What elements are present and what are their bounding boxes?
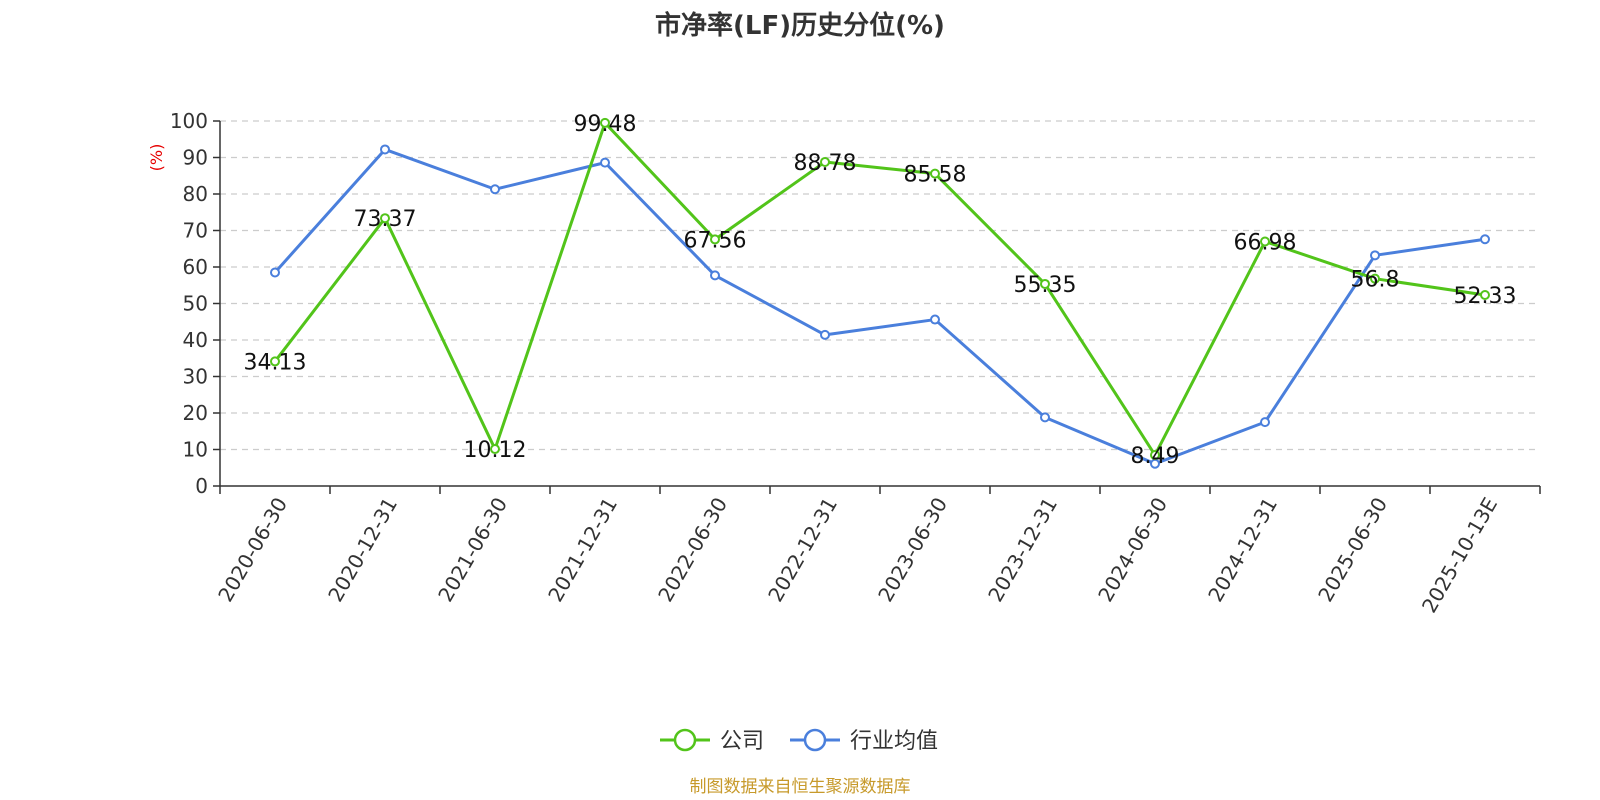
legend-label: 公司 [720,729,764,754]
axes [213,120,1541,494]
data-label: 85.58 [904,163,967,188]
legend-marker [673,728,697,752]
legend-label: 行业均值 [850,729,938,754]
y-tick-label: 30 [183,365,208,389]
series-line [273,121,1486,457]
chart-title: 市净率(LF)历史分位(%) [655,10,945,41]
source-note: 制图数据来自恒生聚源数据库 [690,777,911,797]
data-point [930,168,940,179]
data-point [1150,450,1160,461]
y-tick-label: 100 [170,109,208,133]
series-line [273,147,1486,466]
data-label: 55.35 [1014,273,1077,298]
x-tick-labels: 2020-06-30 2020-12-31 2021-06-30 2021-12-31… [213,493,1502,617]
y-axis-label: (%) [147,144,166,172]
data-point [930,314,940,325]
data-point [270,267,280,278]
x-tick-label: 2020-06-30 [213,493,292,606]
y-tick-label: 80 [183,182,208,206]
x-tick-label: 2022-12-31 [763,493,842,606]
data-point [710,234,720,245]
data-point [1370,273,1380,284]
series-layer [270,117,1490,469]
data-label: 88.78 [794,151,857,176]
data-point [1040,278,1050,289]
y-tick-label: 10 [183,438,208,462]
data-label: 8.49 [1131,444,1180,469]
x-tick-label: 2024-06-30 [1093,493,1172,606]
x-tick-label: 2023-06-30 [873,493,952,606]
data-point [1370,250,1380,261]
data-point [490,444,500,455]
legend: 公司 行业均值 [660,728,938,754]
x-tick-label: 2021-06-30 [433,493,512,606]
data-point [270,356,280,367]
x-tick-label: 2024-12-31 [1203,493,1282,606]
data-label: 56.8 [1351,268,1400,293]
x-tick-label: 2025-10-13E [1417,493,1502,617]
y-tick-label: 0 [195,474,208,498]
data-label: 73.37 [354,207,417,232]
data-point [380,144,390,155]
data-point [1260,236,1270,247]
data-point [1040,412,1050,423]
data-point [820,329,830,340]
data-point [1480,289,1490,300]
data-labels: 34.13 73.37 10.12 99.48 67.56 88.78 85.58 55.35… [244,112,1517,469]
data-point [1480,234,1490,245]
x-tick-label: 2025-06-30 [1313,493,1392,606]
data-label: 99.48 [574,112,637,137]
y-tick-label: 90 [183,146,208,170]
data-point [600,117,610,128]
data-point [1260,417,1270,428]
data-point [820,156,830,167]
y-tick-label: 70 [183,219,208,243]
data-label: 52.33 [1454,284,1517,309]
grid-lines [220,120,1540,451]
data-label: 34.13 [244,350,307,375]
data-label: 10.12 [464,438,527,463]
x-tick-label: 2021-12-31 [543,493,622,606]
data-point [380,213,390,224]
legend-marker [803,728,827,752]
data-point [710,270,720,281]
data-label: 66.98 [1234,231,1297,256]
data-label: 67.56 [684,228,747,253]
data-point [490,184,500,195]
x-tick-label: 2022-06-30 [653,493,732,606]
y-tick-label: 40 [183,328,208,352]
x-tick-label: 2020-12-31 [323,493,402,606]
y-tick-label: 20 [183,401,208,425]
y-tick-labels: 0 10 20 30 40 50 60 70 80 90 100 [170,109,208,498]
x-tick-label: 2023-12-31 [983,493,1062,606]
y-tick-label: 50 [183,292,208,316]
y-tick-label: 60 [183,255,208,279]
data-point [600,157,610,168]
